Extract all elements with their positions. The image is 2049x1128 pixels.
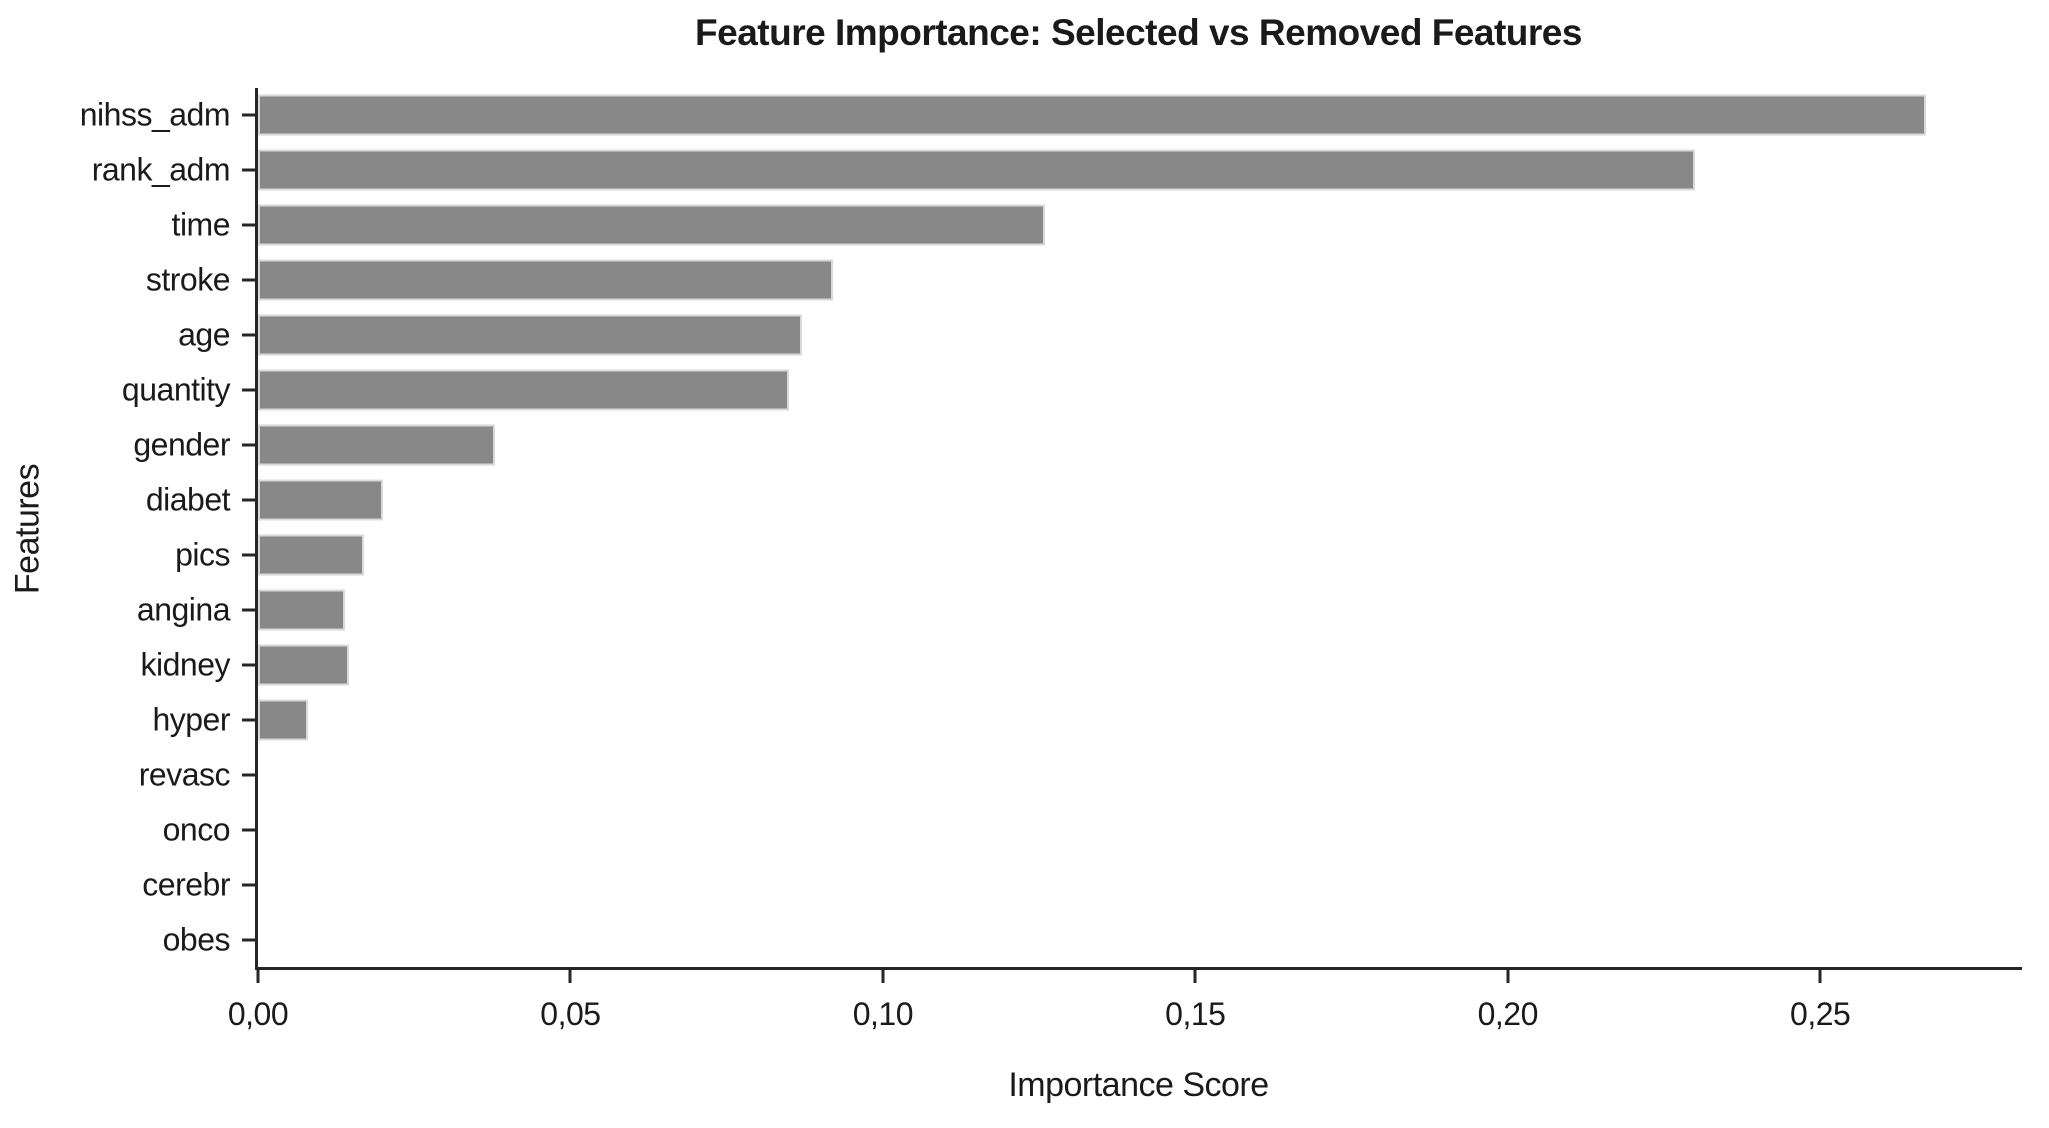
x-tick <box>1506 970 1510 983</box>
y-tick <box>242 773 255 777</box>
x-tick-label: 0,00 <box>227 996 289 1032</box>
y-tick <box>242 883 255 887</box>
bar <box>258 204 1046 246</box>
y-tick <box>242 113 255 117</box>
bar-row: rank_adm <box>92 143 2022 198</box>
chart-title: Feature Importance: Selected vs Removed … <box>695 12 1582 53</box>
bar-row: onco <box>163 802 2022 857</box>
bar-row: cerebr <box>142 857 2022 912</box>
y-tick <box>242 828 255 832</box>
bar <box>258 479 383 521</box>
bar <box>258 369 790 411</box>
x-tick <box>1193 970 1197 983</box>
y-tick <box>242 553 255 557</box>
y-tick-label: rank_adm <box>91 151 231 188</box>
y-tick <box>242 278 255 282</box>
bar-row: kidney <box>141 637 2022 692</box>
y-tick-label: nihss_adm <box>79 96 231 133</box>
y-tick-label: diabet <box>145 481 231 518</box>
bar <box>258 534 365 576</box>
bar-row: angina <box>137 582 2022 637</box>
bar <box>258 589 346 631</box>
y-tick-label: revasc <box>138 756 231 793</box>
x-tick <box>568 970 572 983</box>
y-tick-label: gender <box>133 426 230 463</box>
y-tick-label: onco <box>162 811 231 848</box>
y-tick-label: hyper <box>152 701 230 738</box>
bar-row: revasc <box>139 747 2022 802</box>
y-tick <box>242 168 255 172</box>
y-tick <box>242 443 255 447</box>
x-tick-label: 0,20 <box>1477 996 1539 1032</box>
y-tick <box>242 718 255 722</box>
bar <box>258 149 1696 191</box>
x-tick <box>256 970 260 983</box>
y-tick-label: stroke <box>145 261 231 298</box>
bar-row: nihss_adm <box>80 88 2022 143</box>
x-axis: 0,00 0,05 0,10 0,15 0,20 0,25 <box>228 970 2022 1040</box>
bar-row: pics <box>175 528 2022 583</box>
y-tick <box>242 333 255 337</box>
bar <box>258 424 496 466</box>
y-tick-label: angina <box>136 591 231 628</box>
x-tick-label: 0,05 <box>540 996 601 1032</box>
y-tick <box>242 938 255 942</box>
y-tick <box>242 388 255 392</box>
bar <box>258 699 308 741</box>
bar-row: time <box>172 198 2022 253</box>
bar-row: age <box>178 308 2022 363</box>
bar-row: obes <box>163 912 2022 967</box>
bar <box>258 644 349 686</box>
y-tick-label: cerebr <box>142 866 230 903</box>
y-tick <box>242 608 255 612</box>
y-tick-label: kidney <box>140 646 231 683</box>
y-tick-label: time <box>171 206 231 243</box>
bar-row: diabet <box>146 473 2022 528</box>
bar <box>258 259 833 301</box>
y-tick-label: quantity <box>121 371 231 408</box>
x-tick-label: 0,10 <box>852 996 914 1032</box>
y-tick <box>242 498 255 502</box>
bar <box>258 314 802 356</box>
y-tick-label: pics <box>175 536 230 573</box>
y-axis-title: Features <box>8 463 47 595</box>
bar-row: hyper <box>152 692 2022 747</box>
x-tick-label: 0,25 <box>1790 996 1851 1032</box>
y-tick-label: obes <box>162 921 231 958</box>
x-tick-label: 0,15 <box>1165 996 1226 1032</box>
x-tick <box>1818 970 1822 983</box>
y-tick <box>242 663 255 667</box>
bar-row: gender <box>133 418 2022 473</box>
bar <box>258 94 1927 136</box>
y-tick-label: age <box>178 316 230 353</box>
x-axis-title: Importance Score <box>1008 1066 1269 1104</box>
y-tick <box>242 223 255 227</box>
x-tick <box>881 970 885 983</box>
bar-row: quantity <box>122 363 2022 418</box>
bar-row: stroke <box>146 253 2022 308</box>
